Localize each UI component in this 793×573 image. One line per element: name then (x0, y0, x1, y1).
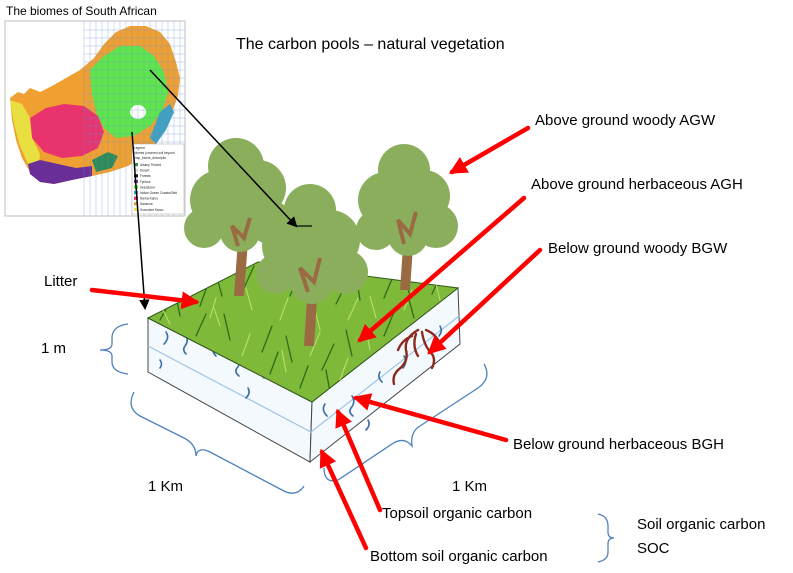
label-bgh: Below ground herbaceous BGH (513, 436, 724, 453)
arrow-bgw (427, 247, 543, 355)
arrow-topsoil (335, 408, 383, 513)
legend-item-label: Succulent Karoo (140, 208, 164, 212)
legend-item-label: Grassland (140, 185, 155, 189)
legend-swatch (134, 196, 138, 200)
legend-item-label: Indian Ocean Coastal Belt (140, 191, 177, 195)
trees (184, 138, 458, 346)
soil-block (146, 261, 461, 464)
biome-map-inset: Legend biomes (covered soil beyond map_b… (4, 20, 186, 217)
legend-title: Legend (134, 146, 145, 150)
block-top-grass (146, 261, 460, 403)
label-bgw: Below ground woody BGW (548, 240, 728, 257)
label-agh: Above ground herbaceous AGH (531, 176, 743, 193)
legend-item-label: Albany Thicket (140, 163, 161, 167)
arrow-bottomsoil (319, 448, 369, 551)
soc-brace (597, 513, 615, 563)
label-topsoil: Topsoil organic carbon (382, 505, 533, 522)
map-fynbos (28, 160, 92, 184)
map-legend: Legend biomes (covered soil beyond map_b… (131, 143, 185, 215)
map-pointer-arrows (131, 69, 312, 311)
width-left-brace (130, 391, 305, 494)
label-litter: Litter (44, 273, 78, 290)
legend-item-label: Desert (140, 169, 150, 173)
legend-swatch (134, 174, 138, 178)
arrow-bgh (352, 393, 509, 443)
map-nama-karoo (30, 104, 104, 158)
legend-item-label: Forests (140, 174, 151, 178)
map-succulent-karoo (10, 100, 40, 170)
label-arrows (89, 125, 543, 551)
arrow-litter (89, 287, 200, 310)
label-soc-line2: SOC (637, 540, 670, 557)
label-depth: 1 m (41, 340, 67, 357)
soil-layer-line (147, 315, 460, 433)
legend-swatch (134, 207, 138, 211)
label-bottomsoil: Bottom soil organic carbon (370, 548, 548, 565)
label-soc-line1: Soil organic carbon (637, 516, 766, 533)
label-width-right: 1 Km (452, 478, 488, 495)
inset-map-title: The biomes of South African (6, 4, 157, 18)
map-grassland (90, 46, 168, 138)
tree-right (356, 144, 458, 290)
legend-subtitle: biomes (covered soil beyond (134, 151, 175, 155)
arrow-agh (357, 195, 527, 343)
map-albany-thicket (92, 152, 118, 172)
label-width-left: 1 Km (148, 478, 184, 495)
arrow-agw (448, 125, 531, 175)
legend-swatch (134, 163, 138, 167)
legend-swatch (134, 168, 138, 172)
legend-item-label: Fynbos (140, 180, 151, 184)
width-right-brace (323, 363, 488, 482)
legend-field: map_biome_descriptio (134, 156, 166, 160)
legend-item-label: Nama-Karoo (140, 197, 158, 201)
legend-item-label: Savanna (140, 202, 153, 206)
label-agw: Above ground woody AGW (535, 112, 716, 129)
dimension-braces (99, 323, 615, 563)
depth-brace (99, 323, 129, 375)
diagram-title: The carbon pools – natural vegetation (236, 36, 505, 53)
legend-swatch (134, 202, 138, 206)
